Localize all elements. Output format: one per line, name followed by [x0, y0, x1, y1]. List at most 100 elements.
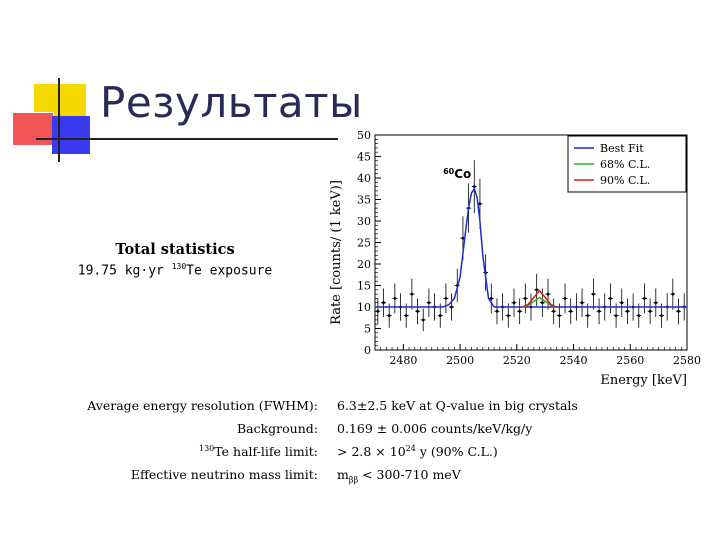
exposure-value: 19.75 kg·yr [77, 263, 164, 279]
data-point [387, 314, 391, 317]
background-value: 0.169 ± 0.006 counts/keV/kg/y [337, 421, 533, 436]
x-axis-label: Energy [keV] [600, 373, 687, 388]
data-point [677, 309, 680, 313]
result-row-halflife: 130Te half-life limit: > 2.8 × 1024 y (9… [40, 444, 710, 467]
y-tick-label: 5 [364, 323, 371, 336]
data-point [637, 314, 641, 317]
legend-label: Best Fit [600, 142, 644, 155]
y-tick-label: 20 [357, 258, 371, 271]
co60-annotation: 60Co [443, 167, 471, 181]
co60-mass: 60 [443, 167, 455, 176]
background-label: Background: [236, 421, 318, 436]
data-point [654, 301, 658, 305]
x-tick-label: 2560 [616, 354, 644, 367]
data-point [438, 314, 442, 317]
halflife-value-tail: y (90% C.L.) [415, 444, 498, 460]
data-point [626, 309, 629, 313]
y-tick-label: 25 [357, 237, 371, 250]
data-point [478, 202, 482, 206]
y-tick-label: 40 [357, 172, 371, 185]
mass-value: mββ < 300-710 meV [337, 467, 461, 485]
data-point [518, 309, 522, 313]
halflife-label-text: Te half-life limit: [214, 444, 318, 460]
page-title: Результаты [100, 78, 363, 127]
data-point [648, 309, 652, 313]
y-tick-label: 45 [357, 151, 371, 164]
x-tick-label: 2540 [560, 354, 588, 367]
data-point [450, 305, 453, 309]
data-point [597, 309, 601, 313]
legend-label: 90% C.L. [600, 174, 650, 187]
co60-symbol: Co [454, 167, 471, 181]
data-point [609, 297, 612, 300]
x-tick-label: 2580 [673, 354, 701, 367]
x-tick-label: 2520 [503, 354, 531, 367]
resolution-value: 6.3±2.5 keV at Q-value in big crystals [337, 398, 578, 413]
data-point [461, 236, 465, 240]
deco-horizontal-rule [36, 138, 338, 140]
legend-label: 68% C.L. [600, 158, 650, 171]
best-fit-line [375, 187, 687, 308]
y-tick-label: 10 [357, 301, 371, 314]
y-tick-label: 30 [357, 215, 371, 228]
data-point [563, 297, 567, 300]
data-point [569, 309, 573, 313]
result-row-background: Background: 0.169 ± 0.006 counts/keV/kg/… [40, 421, 710, 444]
cl90-line [522, 289, 557, 308]
mass-subscript: ββ [348, 475, 359, 485]
data-point [523, 297, 527, 300]
halflife-label: 130Te half-life limit: [199, 444, 318, 459]
resolution-label: Average energy resolution (FWHM): [87, 398, 318, 413]
data-point [540, 301, 544, 305]
result-row-resolution: Average energy resolution (FWHM): 6.3±2.… [40, 398, 710, 421]
exposure-isotope-mass: 130 [171, 262, 187, 271]
data-point [552, 309, 556, 313]
y-tick-label: 50 [357, 129, 371, 142]
y-tick-label: 0 [364, 344, 371, 357]
mass-label: Effective neutrino mass limit: [130, 467, 318, 482]
y-axis-label: Rate [counts/ (1 keV)] [329, 180, 344, 325]
data-point [586, 314, 590, 317]
data-point [614, 314, 618, 317]
halflife-isotope-mass: 130 [199, 444, 215, 453]
data-point [495, 309, 499, 313]
data-point [546, 292, 550, 296]
deco-red-block [12, 112, 54, 146]
data-point [427, 301, 431, 305]
y-tick-label: 15 [357, 280, 371, 293]
data-point [643, 297, 646, 300]
data-point [444, 297, 448, 300]
data-point [472, 185, 476, 188]
stats-heading: Total statistics [115, 241, 235, 258]
data-point [660, 314, 663, 317]
results-table: Average energy resolution (FWHM): 6.3±2.… [40, 398, 710, 490]
data-point [421, 318, 425, 322]
data-point [393, 297, 397, 300]
data-point [489, 297, 493, 300]
mass-symbol: m [337, 467, 349, 482]
y-tick-label: 35 [357, 194, 371, 207]
data-point [376, 309, 380, 313]
mass-value-tail: < 300-710 meV [358, 467, 461, 482]
exposure-isotope-rest: Te exposure [186, 263, 273, 279]
result-row-mass: Effective neutrino mass limit: mββ < 300… [40, 467, 710, 490]
data-point [410, 292, 414, 296]
data-point [416, 309, 419, 313]
exposure-line: 19.75 kg·yr 130Te exposure [40, 262, 310, 278]
halflife-exponent: 24 [405, 444, 416, 453]
data-point [506, 314, 510, 317]
halflife-value: > 2.8 × 1024 y (90% C.L.) [337, 444, 498, 459]
data-point [404, 314, 408, 317]
data-point [620, 301, 624, 305]
halflife-value-main: > 2.8 × 10 [337, 444, 406, 460]
data-point [512, 301, 516, 305]
x-tick-label: 2500 [446, 354, 474, 367]
data-point [592, 292, 595, 296]
deco-vertical-rule [58, 78, 60, 162]
data-point [580, 301, 584, 305]
data-point [557, 314, 561, 317]
data-point [535, 288, 539, 292]
cl68-line [522, 296, 557, 308]
data-point [382, 301, 385, 305]
x-tick-label: 2480 [389, 354, 417, 367]
